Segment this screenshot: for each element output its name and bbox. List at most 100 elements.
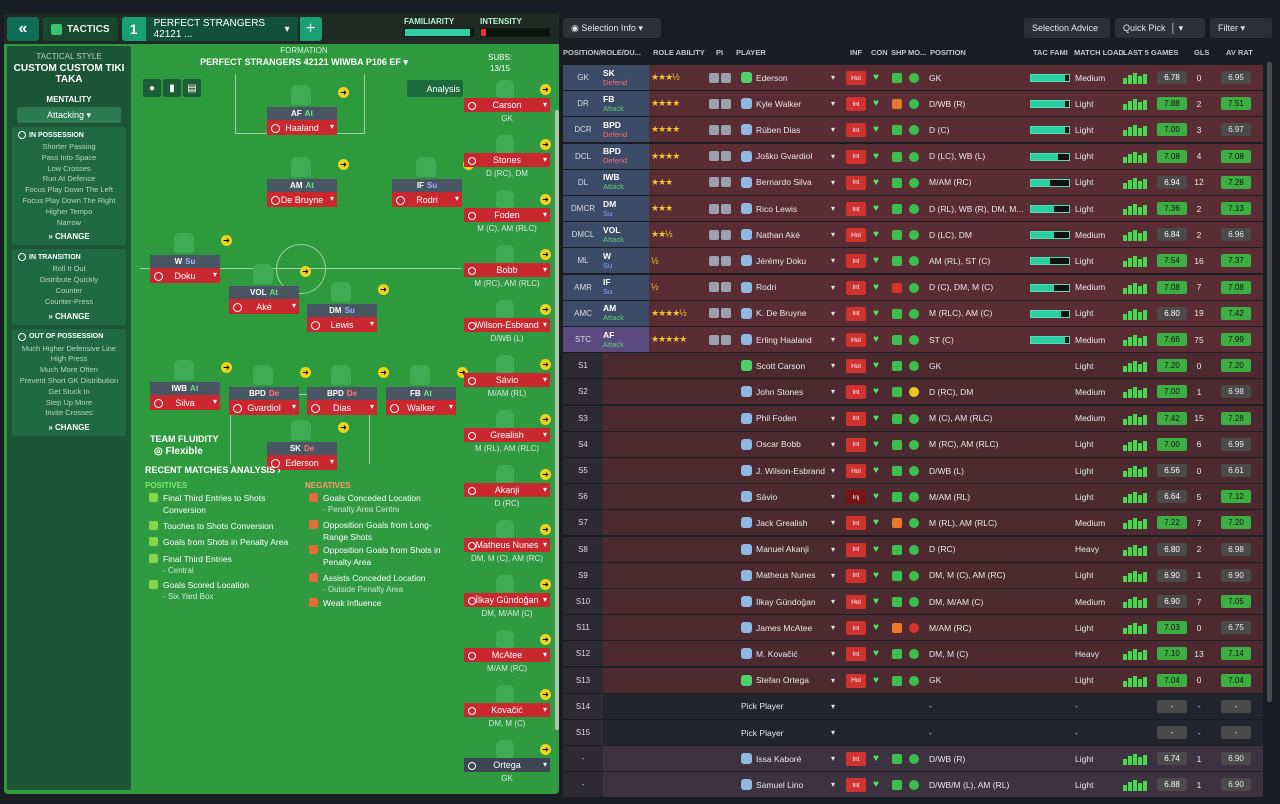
player-name[interactable]: Dias xyxy=(307,400,377,415)
sub-name[interactable]: Sávio xyxy=(464,373,550,387)
player-name[interactable]: Aké xyxy=(229,299,299,314)
role-dropdown[interactable]: DM Su xyxy=(603,196,649,221)
chevron-down-icon[interactable]: ▾ xyxy=(831,335,836,344)
player-cell[interactable]: M. Kovačić xyxy=(741,641,837,666)
notes-icon[interactable]: ▤ xyxy=(183,79,201,97)
pitch-player-8[interactable]: ➜ BPD De Dias xyxy=(307,365,389,415)
role-dropdown[interactable]: VOL Attack xyxy=(603,222,649,248)
table-row[interactable]: S1 Scott Carson ▾ Hol ♥ GK Light 7.20 0 7.20 xyxy=(563,353,1263,379)
player-instructions[interactable] xyxy=(709,248,733,273)
sub-player-3[interactable]: ➜ Bobb M (RC), AM (RLC) xyxy=(464,245,551,288)
stats-icon[interactable]: ▮ xyxy=(163,79,181,97)
chevron-down-icon[interactable]: ▾ xyxy=(831,204,836,213)
chevron-down-icon[interactable]: ▾ xyxy=(831,361,836,371)
sub-name[interactable]: İlkay Gündoğan xyxy=(464,593,550,607)
chevron-down-icon[interactable]: ▾ xyxy=(831,701,836,711)
change-possession-button[interactable]: » CHANGE xyxy=(48,232,90,242)
table-row[interactable]: AMC AM Attack ★★★★½ K. De Bruyne ▾ Int ♥ M (RLC)… xyxy=(563,300,1263,326)
player-instructions[interactable] xyxy=(709,196,733,221)
sub-name[interactable]: Carson xyxy=(464,98,550,112)
player-role[interactable]: BPD De xyxy=(229,387,299,400)
pitch-player-7[interactable]: ➜ BPD De Gvardiol xyxy=(229,365,311,415)
player-cell[interactable]: James McAtee xyxy=(741,615,837,640)
subs-scrollbar[interactable] xyxy=(555,110,559,730)
chevron-down-icon[interactable]: ▾ xyxy=(831,413,836,423)
sub-player-12[interactable]: ➜ Ortega GK xyxy=(464,740,551,783)
col-player[interactable]: PLAYER xyxy=(736,48,766,57)
chevron-down-icon[interactable]: ▾ xyxy=(831,570,836,580)
player-name[interactable]: Haaland xyxy=(267,120,337,135)
table-row[interactable]: S10 İlkay Gündoğan ▾ Hol ♥ DM, M/AM (C) Medium… xyxy=(563,589,1263,614)
quick-pick-button[interactable]: Quick Pick │ ▾ xyxy=(1115,18,1205,38)
col-last5[interactable]: LAST 5 GAMES xyxy=(1123,48,1179,57)
player-instructions[interactable] xyxy=(709,170,733,195)
table-row[interactable]: DL IWB Attack ★★★ Bernardo Silva ▾ Int ♥ M/AM (R… xyxy=(563,169,1263,195)
tactical-style-name[interactable]: CUSTOM CUSTOM TIKI TAKA xyxy=(13,63,125,85)
table-row[interactable]: S13 Stefan Ortega ▾ Hol ♥ GK Light 7.04 0 7.04 xyxy=(563,667,1263,693)
player-cell[interactable]: K. De Bruyne xyxy=(741,301,837,326)
chevron-down-icon[interactable]: ▾ xyxy=(831,466,836,475)
filter-button[interactable]: Filter ▾ xyxy=(1210,18,1272,38)
player-name[interactable]: De Bruyne xyxy=(267,192,337,207)
player-name[interactable]: Silva xyxy=(150,395,220,410)
back-button[interactable]: « xyxy=(7,17,39,41)
player-role[interactable]: AF At xyxy=(267,107,337,120)
player-cell[interactable]: Samuel Lino xyxy=(741,772,837,797)
chevron-down-icon[interactable]: ▾ xyxy=(831,780,836,790)
player-cell[interactable]: Joško Gvardiol xyxy=(741,144,837,169)
col-inf[interactable]: INF xyxy=(850,48,863,57)
player-role[interactable]: BPD De xyxy=(307,387,377,400)
table-row[interactable]: DMCR DM Su ★★★ Rico Lewis ▾ Int ♥ D (RL), WB (R)… xyxy=(563,196,1263,221)
table-row[interactable]: DR FB Attack ★★★★ Kyle Walker ▾ Int ♥ D/WB (R) Li… xyxy=(563,91,1263,117)
pitch-player-9[interactable]: ➜ FB At Walker xyxy=(386,365,468,415)
player-name[interactable]: Ederson xyxy=(267,455,337,470)
player-instructions[interactable] xyxy=(709,301,733,326)
player-instructions[interactable] xyxy=(709,117,733,142)
chevron-down-icon[interactable]: ▾ xyxy=(831,282,836,292)
player-name[interactable]: Lewis xyxy=(307,317,377,332)
chevron-down-icon[interactable]: ▾ xyxy=(831,544,836,554)
col-pi[interactable]: PI xyxy=(716,48,724,57)
sub-player-2[interactable]: ➜ Foden M (C), AM (RLC) xyxy=(464,190,551,233)
role-dropdown[interactable]: SK Defend xyxy=(603,65,649,90)
chevron-down-icon[interactable]: ▾ xyxy=(831,256,836,266)
chevron-down-icon[interactable]: ▾ xyxy=(831,439,836,449)
sub-name[interactable]: Akanji xyxy=(464,483,550,497)
analysis-button[interactable]: Analysis xyxy=(407,80,463,97)
player-cell[interactable]: Rúben Dias xyxy=(741,117,837,142)
col-ability[interactable]: ROLE ABILITY xyxy=(653,48,705,57)
table-row[interactable]: DCL BPD Defend ★★★★ Joško Gvardiol ▾ Int ♥ D (LC… xyxy=(563,143,1263,169)
player-cell[interactable]: Scott Carson xyxy=(741,353,837,378)
table-row[interactable]: AMR IF Su ½ Rodri ▾ Int ♥ D (C), DM, M (C) Medium… xyxy=(563,274,1263,300)
table-row[interactable]: STC AF Attack ★★★★★ Erling Haaland ▾ Hol ♥ ST (C… xyxy=(563,327,1263,352)
player-cell[interactable]: Matheus Nunes xyxy=(741,563,837,588)
table-row[interactable]: S7 Jack Grealish ▾ Int ♥ M (RL), AM (RLC) Medi… xyxy=(563,510,1263,536)
col-shp[interactable]: SHP xyxy=(891,48,907,57)
table-row[interactable]: S12 M. Kovačić ▾ Int ♥ DM, M (C) Heavy 7.10 13 7.… xyxy=(563,641,1263,667)
change-transition-button[interactable]: » CHANGE xyxy=(48,311,90,321)
col-avrat[interactable]: AV RAT xyxy=(1226,48,1253,57)
table-row[interactable]: S4 Oscar Bobb ▾ Int ♥ M (RC), AM (RLC) Light 7.… xyxy=(563,431,1263,457)
player-cell[interactable]: Issa Kaboré xyxy=(741,746,837,771)
chevron-down-icon[interactable]: ▾ xyxy=(831,754,836,764)
role-dropdown[interactable]: BPD Defend xyxy=(603,143,649,169)
table-row[interactable]: S9 Matheus Nunes ▾ Int ♥ DM, M (C), AM (RC) Li… xyxy=(563,562,1263,588)
player-cell[interactable]: Kyle Walker xyxy=(741,91,837,116)
sub-name[interactable]: Kovačić xyxy=(464,703,550,717)
player-name[interactable]: Doku xyxy=(150,268,220,283)
pitch-player-10[interactable]: ➜ SK De Ederson xyxy=(267,420,349,470)
mentality-dropdown[interactable]: Attacking ▾ xyxy=(17,107,121,123)
tactic-name-dropdown[interactable]: PERFECT STRANGERS 42121 ... ▾ xyxy=(145,17,298,41)
pitch-player-6[interactable]: ➜ IWB At Silva xyxy=(150,360,232,410)
col-load[interactable]: MATCH LOAD xyxy=(1074,48,1124,57)
add-tactic-button[interactable]: + xyxy=(299,17,322,41)
sub-name[interactable]: McAtee xyxy=(464,648,550,662)
sub-name[interactable]: Stones xyxy=(464,153,550,167)
player-instructions[interactable] xyxy=(709,275,733,300)
sub-name[interactable]: Wilson-Esbrand xyxy=(464,318,550,332)
player-cell[interactable]: Pick Player xyxy=(741,701,784,712)
table-row[interactable]: GK SK Defend ★★★½ Ederson ▾ Hol ♥ GK Medium 6.78 0 6… xyxy=(563,65,1263,90)
chevron-down-icon[interactable]: ▾ xyxy=(831,492,836,502)
table-row[interactable]: ML W Su ½ Jérémy Doku ▾ Int ♥ AM (RL), ST (C) Lig… xyxy=(563,248,1263,274)
player-role[interactable]: W Su xyxy=(150,255,220,268)
